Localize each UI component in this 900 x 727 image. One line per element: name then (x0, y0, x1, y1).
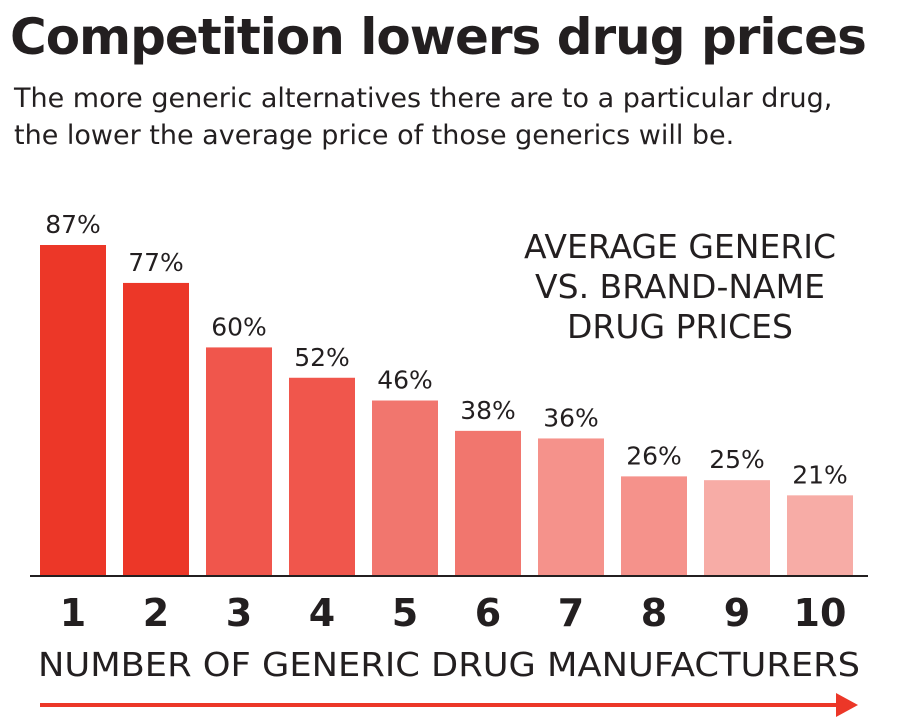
bar-9 (704, 480, 770, 575)
subtitle-line-2: the lower the average price of those gen… (14, 120, 735, 151)
value-label-7: 36% (543, 403, 599, 432)
chart-inner-title-line-2: VS. BRAND-NAME (535, 267, 825, 306)
subtitle-line-1: The more generic alternatives there are … (14, 83, 833, 114)
value-label-2: 77% (128, 248, 184, 277)
value-labels-group: 87% 77% 60% 52% 46% 38% 36% 26% 25% 21% (45, 210, 848, 489)
x-tick-label-3: 3 (226, 591, 252, 635)
value-label-1: 87% (45, 210, 101, 239)
x-tick-label-1: 1 (60, 591, 86, 635)
chart-subtitle: The more generic alternatives there are … (14, 80, 894, 154)
chart-inner-title-line-1: AVERAGE GENERIC (524, 227, 836, 266)
chart-inner-title-line-3: DRUG PRICES (567, 307, 793, 346)
chart-title: Competition lowers drug prices (10, 8, 867, 66)
chart-inner-title: AVERAGE GENERIC VS. BRAND-NAME DRUG PRIC… (524, 227, 836, 346)
value-label-3: 60% (211, 312, 267, 341)
bar-10 (787, 495, 853, 575)
value-label-8: 26% (626, 441, 682, 470)
bar-4 (289, 377, 355, 575)
x-tick-labels-group: 1 2 3 4 5 6 7 8 9 10 (60, 591, 847, 635)
x-tick-label-10: 10 (794, 591, 847, 635)
value-label-6: 38% (460, 396, 516, 425)
value-label-9: 25% (709, 445, 765, 474)
value-label-10: 21% (792, 460, 848, 489)
arrow-icon (40, 693, 858, 717)
x-tick-label-8: 8 (641, 591, 667, 635)
value-label-5: 46% (377, 366, 433, 395)
bars-group (40, 245, 853, 575)
value-label-4: 52% (294, 343, 350, 372)
bar-7 (538, 438, 604, 575)
x-tick-label-9: 9 (724, 591, 750, 635)
bar-3 (206, 347, 272, 575)
bar-6 (455, 430, 521, 575)
x-axis-label: NUMBER OF GENERIC DRUG MANUFACTURERS (38, 645, 860, 684)
bar-5 (372, 400, 438, 575)
bar-8 (621, 476, 687, 575)
x-tick-label-7: 7 (558, 591, 584, 635)
x-tick-label-6: 6 (475, 591, 501, 635)
bar-2 (123, 282, 189, 575)
x-tick-label-4: 4 (309, 591, 335, 635)
bar-1 (40, 245, 106, 575)
x-tick-label-5: 5 (392, 591, 418, 635)
arrow-head (836, 693, 858, 717)
x-tick-label-2: 2 (143, 591, 169, 635)
